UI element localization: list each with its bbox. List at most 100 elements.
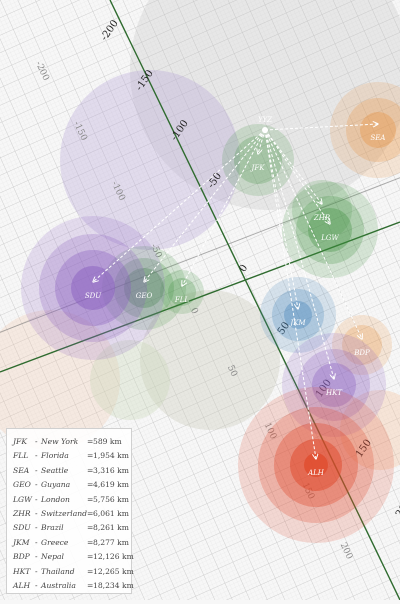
circle-lgw — [308, 208, 352, 252]
circle-bdp — [342, 325, 382, 365]
circle-geo — [124, 268, 164, 308]
legend-distance: 5,756 km — [93, 494, 129, 504]
green-axis-vertical — [109, 0, 400, 601]
legend-code: BDP — [13, 552, 30, 562]
legend-distance: 6,061 km — [93, 509, 129, 518]
route-hkt — [264, 129, 334, 379]
legend-separator: - — [35, 437, 38, 446]
legend-place: Brazil — [41, 523, 64, 533]
circle-fll — [160, 270, 204, 314]
origin-label: YYZ — [258, 116, 272, 124]
legend-equals: = — [87, 465, 94, 475]
green-axis-horizontal — [0, 221, 400, 373]
legend-place: Australia — [41, 581, 76, 590]
distance-legend: JFK - New York = 589 km FLL - Florida = 1,954 km S… — [6, 428, 134, 594]
legend-separator: - — [35, 566, 38, 576]
tick-label: 0 — [238, 263, 251, 275]
circle-sea — [360, 112, 396, 148]
circle-lgw — [282, 182, 378, 278]
label-bdp: BDP — [353, 349, 370, 357]
circle-fll — [168, 278, 196, 306]
circle-jkm — [272, 289, 324, 341]
circle-bdp — [332, 315, 392, 375]
legend-equals: = — [87, 437, 94, 446]
legend-separator: - — [35, 509, 38, 518]
route-sea — [264, 124, 378, 131]
legend-equals: = — [87, 566, 94, 576]
circle-hkt — [298, 349, 370, 421]
legend-place: London — [41, 494, 70, 504]
legend-place: Guyana — [41, 480, 71, 490]
legend-equals: = — [87, 451, 94, 461]
label-sdu: SDU — [85, 292, 102, 300]
route-geo — [144, 129, 266, 282]
legend-place: Florida — [41, 451, 69, 461]
legend-code: ALH — [13, 581, 31, 590]
legend-distance: 589 km — [93, 437, 122, 446]
legend-place: Thailand — [41, 566, 75, 576]
legend-place: Nepal — [41, 552, 64, 562]
legend-equals: = — [87, 552, 94, 562]
legend-distance: 4,619 km — [93, 480, 129, 490]
label-sea: SEA — [371, 134, 386, 142]
legend-place: Greece — [41, 537, 69, 547]
legend-distance: 18,234 km — [93, 581, 134, 590]
legend-distance: 8,261 km — [93, 523, 129, 533]
circle-alh — [304, 453, 328, 477]
legend-code: SDU — [13, 523, 31, 533]
label-lgw: LGW — [320, 234, 339, 242]
legend-place: Seattle — [41, 465, 69, 475]
tick-label: 50 — [225, 364, 239, 379]
legend-distance: 3,316 km — [93, 465, 129, 475]
label-hkt: HKT — [325, 389, 343, 397]
label-geo: GEO — [136, 292, 153, 300]
legend-code: JKM — [13, 537, 30, 547]
route-alh — [264, 129, 316, 459]
legend-equals: = — [87, 581, 94, 590]
route-fll — [182, 129, 266, 286]
legend-separator: - — [35, 552, 38, 562]
legend-code: ZHR — [13, 509, 31, 518]
route-lines — [93, 124, 378, 459]
circle-hkt — [282, 333, 386, 437]
circle-sdu — [71, 266, 115, 310]
circle-jkm — [260, 277, 336, 353]
route-zhr — [264, 129, 322, 204]
legend-equals: = — [87, 523, 94, 533]
legend-place: New York — [41, 437, 79, 446]
circle-zhr — [292, 180, 352, 240]
legend-separator: - — [35, 581, 38, 590]
legend-distance: 12,265 km — [93, 566, 134, 576]
circle-hkt — [312, 363, 356, 407]
legend-distance: 1,954 km — [93, 451, 129, 461]
route-lgw — [264, 129, 330, 224]
legend-code: GEO — [13, 480, 31, 490]
legend-distance: 8,277 km — [93, 537, 129, 547]
circle-sea — [346, 98, 400, 162]
tick-label: 0 — [188, 306, 200, 316]
tick-label: 200 — [394, 498, 400, 520]
route-jfk — [258, 129, 266, 154]
legend-code: HKT — [13, 566, 31, 576]
circle-jkm — [284, 301, 312, 329]
label-jkm: JKM — [288, 319, 306, 327]
legend-separator: - — [35, 494, 38, 504]
destination-circles — [21, 82, 400, 543]
route-jkm — [264, 129, 298, 309]
legend-equals: = — [87, 537, 94, 547]
legend-place: Switzerland — [41, 509, 88, 518]
legend-code: JFK — [13, 437, 27, 446]
legend-code: FLL — [13, 451, 29, 461]
label-alh: ALH — [307, 469, 325, 477]
route-sdu — [93, 129, 266, 282]
circle-jfk — [222, 124, 294, 196]
label-jfk: JFK — [250, 164, 266, 172]
legend-separator: - — [35, 537, 38, 547]
destination-labels: YYZ JFK FLL SEA GEO LGW ZHR SDU JKM BDP HKT ALH — [85, 116, 386, 477]
legend-separator: - — [35, 451, 38, 461]
label-zhr: ZHR — [313, 214, 331, 222]
circle-lgw — [296, 196, 364, 264]
circle-jfk — [234, 136, 282, 184]
